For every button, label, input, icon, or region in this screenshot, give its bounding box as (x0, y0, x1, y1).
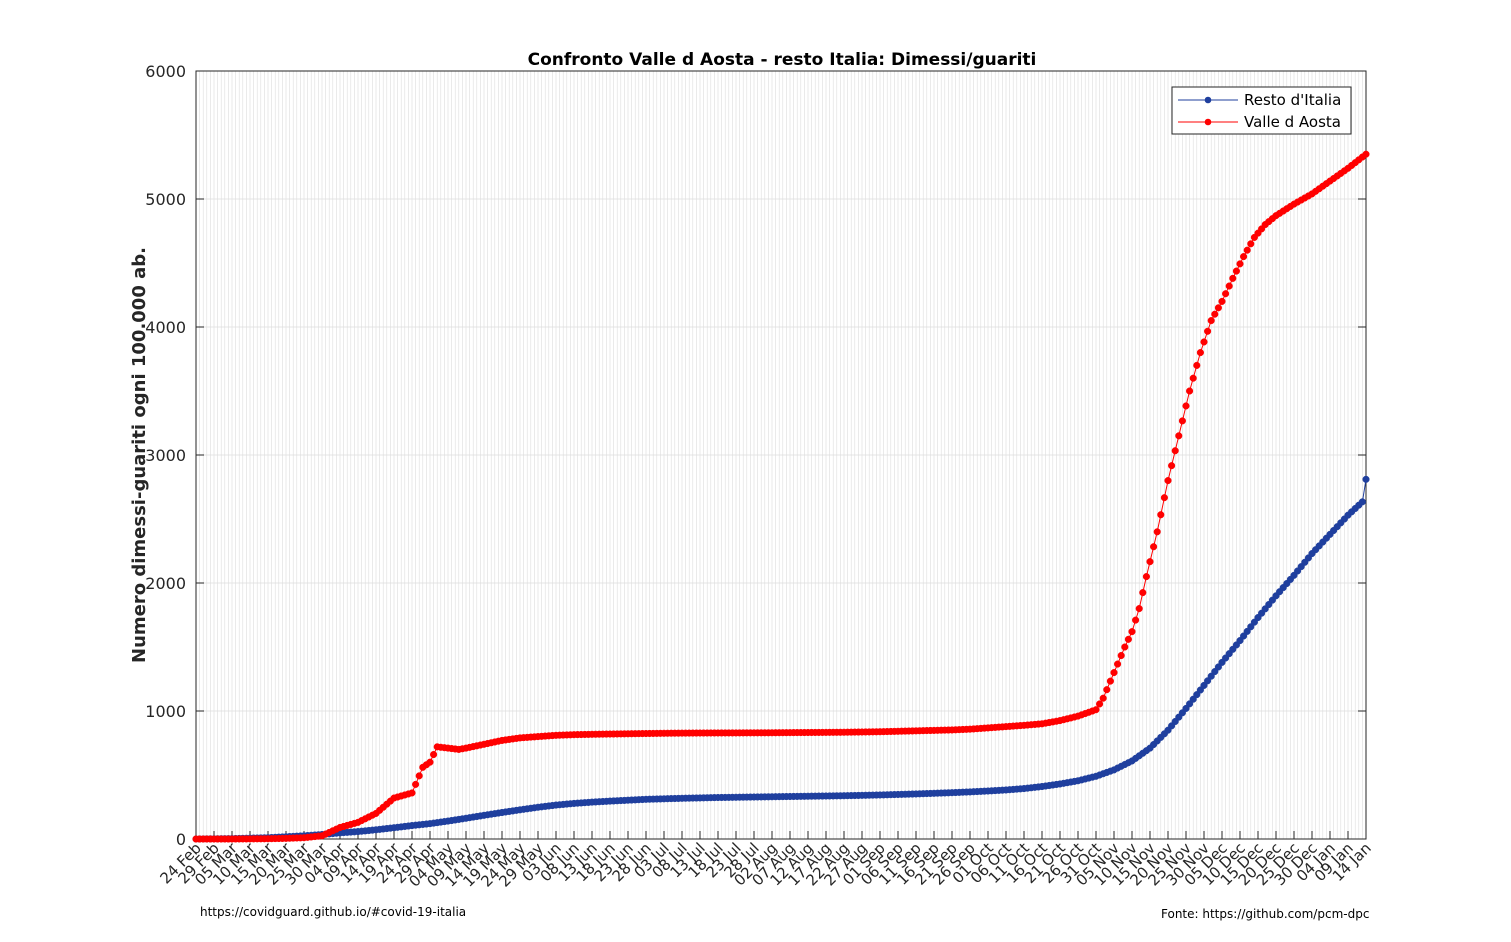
legend-marker (1204, 96, 1212, 104)
y-tick-label: 0 (176, 830, 186, 849)
data-point (1157, 511, 1165, 519)
data-point (1121, 643, 1129, 651)
data-point (1214, 304, 1222, 312)
data-point (1175, 432, 1183, 440)
chart-title: Confronto Valle d Aosta - resto Italia: … (528, 50, 1037, 70)
y-tick-label: 2000 (145, 574, 186, 593)
data-point (1200, 338, 1208, 346)
y-tick-label: 6000 (145, 62, 186, 81)
chart-series (192, 150, 1370, 843)
data-point (1092, 706, 1100, 714)
data-point (1153, 528, 1161, 536)
data-point (1189, 374, 1197, 382)
data-point (1193, 361, 1201, 369)
y-tick-label: 4000 (145, 318, 186, 337)
footer-data-source: Fonte: https://github.com/pcm-dpc (1161, 907, 1370, 921)
data-point (1128, 628, 1136, 636)
data-point (1196, 349, 1204, 357)
data-point (1362, 475, 1370, 483)
y-axis-label: Numero dimessi-guariti ogni 100.000 ab. (129, 247, 150, 663)
data-point (1114, 660, 1122, 668)
data-point (412, 780, 420, 788)
axes-box (195, 70, 1367, 840)
data-point (1160, 494, 1168, 502)
data-point (408, 789, 416, 797)
data-point (1222, 290, 1230, 298)
data-point (1211, 310, 1219, 318)
data-point (1207, 317, 1215, 325)
legend-box (1171, 86, 1352, 135)
data-point (1362, 150, 1370, 158)
data-point (1135, 605, 1143, 613)
data-point (1204, 327, 1212, 335)
data-point (1150, 543, 1158, 551)
chart-grid (195, 70, 1367, 840)
data-point (1218, 297, 1226, 305)
legend-label: Valle d Aosta (1244, 113, 1341, 131)
data-point (1243, 246, 1251, 254)
data-point (1164, 477, 1172, 485)
y-tick-label: 1000 (145, 702, 186, 721)
data-point (430, 750, 438, 759)
series-valle-aosta (192, 150, 1370, 843)
data-point (1096, 700, 1104, 708)
data-point (1171, 447, 1179, 455)
data-point (1240, 253, 1248, 261)
data-point (1178, 417, 1186, 425)
chart-legend: Resto d'Italia Valle d Aosta (1171, 86, 1352, 135)
data-point (1110, 669, 1118, 677)
legend-marker (1204, 118, 1212, 126)
legend-label: Resto d'Italia (1244, 91, 1341, 109)
data-point (1358, 498, 1366, 506)
data-point (1168, 462, 1176, 470)
data-point (1225, 282, 1233, 290)
y-tick-label: 3000 (145, 446, 186, 465)
data-point (1229, 274, 1237, 282)
data-point (1106, 677, 1114, 685)
data-point (1142, 573, 1150, 581)
data-point (1117, 651, 1125, 660)
data-point (1232, 267, 1240, 275)
data-point (415, 772, 423, 780)
data-point (1182, 402, 1190, 410)
footer-source-url: https://covidguard.github.io/#covid-19-i… (200, 905, 467, 919)
data-point (1146, 558, 1154, 566)
data-point (1236, 260, 1244, 268)
data-point (1186, 387, 1194, 395)
data-point (426, 758, 434, 766)
data-point (1124, 635, 1132, 643)
data-point (1132, 616, 1140, 624)
y-tick-label: 5000 (145, 190, 186, 209)
data-point (1247, 240, 1255, 248)
data-point (1103, 686, 1111, 694)
data-point (1099, 694, 1107, 702)
data-point (1139, 589, 1147, 597)
